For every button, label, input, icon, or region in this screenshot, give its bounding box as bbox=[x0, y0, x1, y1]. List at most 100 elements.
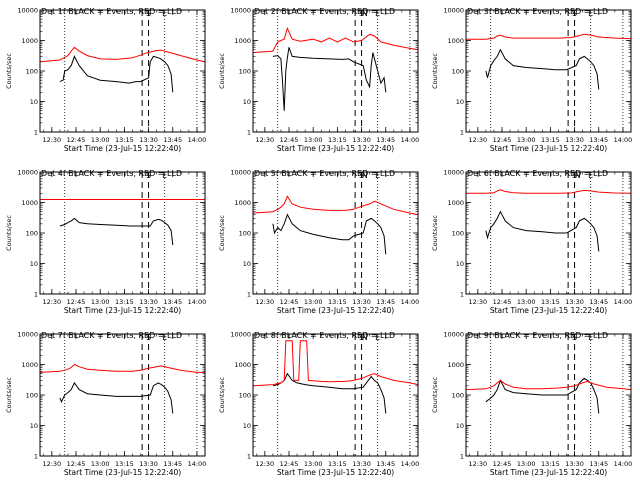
x-tick-label: 12:45 bbox=[67, 298, 86, 306]
plot-frame bbox=[252, 171, 419, 295]
x-tick-label: 13:00 bbox=[304, 298, 323, 306]
x-tick-label: 13:30 bbox=[352, 136, 371, 144]
y-axis-label: Counts/sec bbox=[431, 377, 439, 413]
series-line-events bbox=[272, 47, 387, 111]
y-axis-label: Counts/sec bbox=[5, 377, 13, 413]
x-tick-label: 14:00 bbox=[401, 460, 420, 468]
y-tick-label: 1 bbox=[34, 129, 38, 137]
chart-title: Det 1f BLACK = Events, RED = LLD bbox=[41, 7, 182, 16]
x-tick-label: 13:30 bbox=[352, 460, 371, 468]
x-tick-label: 12:30 bbox=[255, 460, 274, 468]
plot-frame bbox=[252, 9, 419, 133]
chart-title: Det 6f BLACK = Events, RED = LLD bbox=[467, 169, 608, 178]
x-axis-label: Start Time (23-Jul-15 12:22:40) bbox=[490, 306, 607, 315]
y-tick-label: 1 bbox=[460, 291, 464, 299]
y-tick-label: 100 bbox=[239, 230, 251, 238]
y-tick-label: 10 bbox=[456, 422, 464, 430]
marker-s-label: S bbox=[146, 9, 151, 18]
x-tick-label: 13:45 bbox=[589, 298, 608, 306]
y-tick-label: 1 bbox=[34, 291, 38, 299]
series-line-lld bbox=[466, 189, 632, 194]
x-tick-label: 14:00 bbox=[188, 136, 207, 144]
y-tick-label: 1000 bbox=[234, 37, 251, 45]
series-line-lld bbox=[252, 195, 419, 216]
series-line-lld bbox=[252, 340, 419, 387]
y-tick-label: 1 bbox=[460, 129, 464, 137]
y-tick-label: 10000 bbox=[230, 169, 251, 177]
y-tick-label: 100 bbox=[26, 392, 38, 400]
series-line-events bbox=[272, 213, 387, 255]
y-axis-label: Counts/sec bbox=[218, 53, 226, 89]
plot-frame bbox=[465, 333, 632, 457]
y-tick-label: 10 bbox=[243, 98, 251, 106]
series-line-events bbox=[59, 217, 174, 246]
marker-n-label: N bbox=[362, 171, 368, 180]
x-tick-label: 13:30 bbox=[139, 298, 158, 306]
x-tick-label: 13:00 bbox=[304, 460, 323, 468]
y-tick-label: 1000 bbox=[234, 361, 251, 369]
marker-e-label: E bbox=[588, 333, 593, 342]
x-tick-label: 13:15 bbox=[328, 460, 347, 468]
series-line-events bbox=[59, 381, 174, 414]
marker-e-label: E bbox=[375, 9, 380, 18]
x-tick-label: 14:00 bbox=[614, 460, 633, 468]
x-tick-label: 13:00 bbox=[91, 298, 110, 306]
chart-panel-det-7: Det 7f BLACK = Events, RED = LLD Counts/s… bbox=[5, 331, 206, 478]
y-tick-label: 1000 bbox=[21, 361, 38, 369]
x-tick-label: 14:00 bbox=[401, 136, 420, 144]
x-tick-label: 13:15 bbox=[541, 136, 560, 144]
x-tick-label: 12:45 bbox=[280, 136, 299, 144]
y-tick-label: 10 bbox=[456, 260, 464, 268]
y-tick-label: 10 bbox=[243, 422, 251, 430]
chart-panel-det-2: Det 2f BLACK = Events, RED = LLD Counts/s… bbox=[218, 7, 419, 154]
x-tick-label: 13:45 bbox=[376, 460, 395, 468]
y-tick-label: 1 bbox=[247, 129, 251, 137]
chart-panel-det-3: Det 3f BLACK = Events, RED = LLD Counts/s… bbox=[431, 7, 632, 154]
x-tick-label: 13:00 bbox=[91, 460, 110, 468]
y-tick-label: 1 bbox=[247, 453, 251, 461]
x-tick-label: 13:45 bbox=[589, 136, 608, 144]
x-tick-label: 12:45 bbox=[67, 460, 86, 468]
chart-title: Det 8f BLACK = Events, RED = LLD bbox=[254, 331, 395, 340]
marker-s-label: S bbox=[572, 9, 577, 18]
x-tick-label: 12:30 bbox=[468, 460, 487, 468]
plot-frame bbox=[39, 9, 206, 133]
marker-e-label: E bbox=[162, 9, 167, 18]
y-tick-label: 10000 bbox=[17, 331, 38, 339]
x-tick-label: 13:00 bbox=[517, 136, 536, 144]
y-tick-label: 10000 bbox=[17, 169, 38, 177]
y-tick-label: 10 bbox=[30, 260, 38, 268]
marker-s-label: S bbox=[359, 171, 364, 180]
y-tick-label: 1000 bbox=[21, 37, 38, 45]
chart-panel-det-8: Det 8f BLACK = Events, RED = LLD Counts/s… bbox=[218, 331, 419, 478]
y-tick-label: 1 bbox=[460, 453, 464, 461]
x-axis-label: Start Time (23-Jul-15 12:22:40) bbox=[64, 306, 181, 315]
x-axis-label: Start Time (23-Jul-15 12:22:40) bbox=[490, 468, 607, 477]
x-tick-label: 12:30 bbox=[42, 136, 61, 144]
x-tick-label: 13:15 bbox=[115, 460, 134, 468]
x-tick-label: 13:00 bbox=[304, 136, 323, 144]
x-tick-label: 13:00 bbox=[517, 460, 536, 468]
plot-frame bbox=[465, 171, 632, 295]
y-tick-label: 10000 bbox=[230, 331, 251, 339]
plot-frame bbox=[39, 171, 206, 295]
x-tick-label: 13:30 bbox=[565, 298, 584, 306]
x-tick-label: 12:30 bbox=[468, 136, 487, 144]
y-tick-label: 100 bbox=[239, 68, 251, 76]
y-tick-label: 10000 bbox=[443, 169, 464, 177]
x-tick-label: 13:15 bbox=[541, 460, 560, 468]
marker-n-label: N bbox=[362, 333, 368, 342]
y-axis-label: Counts/sec bbox=[5, 215, 13, 251]
x-tick-label: 13:45 bbox=[376, 136, 395, 144]
x-tick-label: 14:00 bbox=[188, 298, 207, 306]
x-tick-label: 12:45 bbox=[280, 460, 299, 468]
marker-s-label: S bbox=[572, 171, 577, 180]
marker-e-label: E bbox=[162, 171, 167, 180]
x-tick-label: 12:30 bbox=[468, 298, 487, 306]
marker-e-label: E bbox=[375, 333, 380, 342]
chart-panel-det-5: Det 5f BLACK = Events, RED = LLD Counts/s… bbox=[218, 169, 419, 316]
series-line-events bbox=[485, 210, 600, 252]
x-axis-label: Start Time (23-Jul-15 12:22:40) bbox=[64, 144, 181, 153]
y-tick-label: 10 bbox=[243, 260, 251, 268]
y-tick-label: 100 bbox=[239, 392, 251, 400]
